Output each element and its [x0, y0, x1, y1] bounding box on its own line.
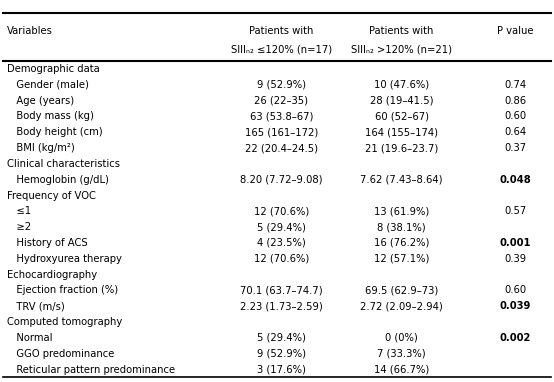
Text: 2.72 (2.09–2.94): 2.72 (2.09–2.94): [360, 301, 443, 311]
Text: Demographic data: Demographic data: [7, 64, 99, 74]
Text: 0.039: 0.039: [500, 301, 531, 311]
Text: 12 (70.6%): 12 (70.6%): [254, 254, 309, 264]
Text: 16 (76.2%): 16 (76.2%): [374, 238, 429, 248]
Text: 69.5 (62.9–73): 69.5 (62.9–73): [365, 285, 438, 295]
Text: Age (years): Age (years): [7, 96, 74, 106]
Text: Echocardiography: Echocardiography: [7, 270, 97, 280]
Text: SIIIₙ₂ ≤120% (n=17): SIIIₙ₂ ≤120% (n=17): [231, 45, 332, 55]
Text: 70.1 (63.7–74.7): 70.1 (63.7–74.7): [240, 285, 323, 295]
Text: 0.60: 0.60: [504, 285, 526, 295]
Text: 0.048: 0.048: [499, 175, 531, 185]
Text: Hydroxyurea therapy: Hydroxyurea therapy: [7, 254, 121, 264]
Text: 2.23 (1.73–2.59): 2.23 (1.73–2.59): [240, 301, 323, 311]
Text: 0.74: 0.74: [504, 80, 526, 90]
Text: 22 (20.4–24.5): 22 (20.4–24.5): [245, 143, 318, 153]
Text: 10 (47.6%): 10 (47.6%): [374, 80, 429, 90]
Text: Body height (cm): Body height (cm): [7, 127, 102, 137]
Text: 0.37: 0.37: [504, 143, 526, 153]
Text: 0.86: 0.86: [504, 96, 526, 106]
Text: 13 (61.9%): 13 (61.9%): [374, 206, 429, 216]
Text: 5 (29.4%): 5 (29.4%): [257, 222, 306, 232]
Text: TRV (m/s): TRV (m/s): [7, 301, 64, 311]
Text: Variables: Variables: [7, 26, 53, 36]
Text: 0.57: 0.57: [504, 206, 526, 216]
Text: Reticular pattern predominance: Reticular pattern predominance: [7, 364, 175, 374]
Text: Hemoglobin (g/dL): Hemoglobin (g/dL): [7, 175, 109, 185]
Text: 14 (66.7%): 14 (66.7%): [374, 364, 429, 374]
Text: History of ACS: History of ACS: [7, 238, 88, 248]
Text: 0.002: 0.002: [500, 333, 531, 343]
Text: 26 (22–35): 26 (22–35): [254, 96, 309, 106]
Text: Gender (male): Gender (male): [7, 80, 89, 90]
Text: 7 (33.3%): 7 (33.3%): [377, 349, 426, 359]
Text: Clinical characteristics: Clinical characteristics: [7, 159, 120, 169]
Text: 4 (23.5%): 4 (23.5%): [257, 238, 306, 248]
Text: 60 (52–67): 60 (52–67): [375, 112, 429, 121]
Text: SIIIₙ₂ >120% (n=21): SIIIₙ₂ >120% (n=21): [351, 45, 452, 55]
Text: 0.39: 0.39: [504, 254, 526, 264]
Text: 5 (29.4%): 5 (29.4%): [257, 333, 306, 343]
Text: 12 (57.1%): 12 (57.1%): [374, 254, 429, 264]
Text: 21 (19.6–23.7): 21 (19.6–23.7): [365, 143, 438, 153]
Text: P value: P value: [497, 26, 534, 36]
Text: GGO predominance: GGO predominance: [7, 349, 114, 359]
Text: 164 (155–174): 164 (155–174): [365, 127, 438, 137]
Text: ≥2: ≥2: [7, 222, 31, 232]
Text: 0.001: 0.001: [499, 238, 531, 248]
Text: Patients with: Patients with: [370, 26, 434, 36]
Text: 12 (70.6%): 12 (70.6%): [254, 206, 309, 216]
Text: Frequency of VOC: Frequency of VOC: [7, 191, 95, 201]
Text: 0.60: 0.60: [504, 112, 526, 121]
Text: 9 (52.9%): 9 (52.9%): [257, 80, 306, 90]
Text: ≤1: ≤1: [7, 206, 31, 216]
Text: 8.20 (7.72–9.08): 8.20 (7.72–9.08): [240, 175, 322, 185]
Text: 165 (161–172): 165 (161–172): [245, 127, 318, 137]
Text: 0 (0%): 0 (0%): [385, 333, 418, 343]
Text: Computed tomography: Computed tomography: [7, 317, 122, 327]
Text: 9 (52.9%): 9 (52.9%): [257, 349, 306, 359]
Text: 28 (19–41.5): 28 (19–41.5): [370, 96, 433, 106]
Text: 0.64: 0.64: [504, 127, 526, 137]
Text: BMI (kg/m²): BMI (kg/m²): [7, 143, 74, 153]
Text: Ejection fraction (%): Ejection fraction (%): [7, 285, 118, 295]
Text: 63 (53.8–67): 63 (53.8–67): [250, 112, 313, 121]
Text: Body mass (kg): Body mass (kg): [7, 112, 94, 121]
Text: Normal: Normal: [7, 333, 52, 343]
Text: 3 (17.6%): 3 (17.6%): [257, 364, 306, 374]
Text: Patients with: Patients with: [249, 26, 314, 36]
Text: 7.62 (7.43–8.64): 7.62 (7.43–8.64): [361, 175, 443, 185]
Text: 8 (38.1%): 8 (38.1%): [377, 222, 426, 232]
